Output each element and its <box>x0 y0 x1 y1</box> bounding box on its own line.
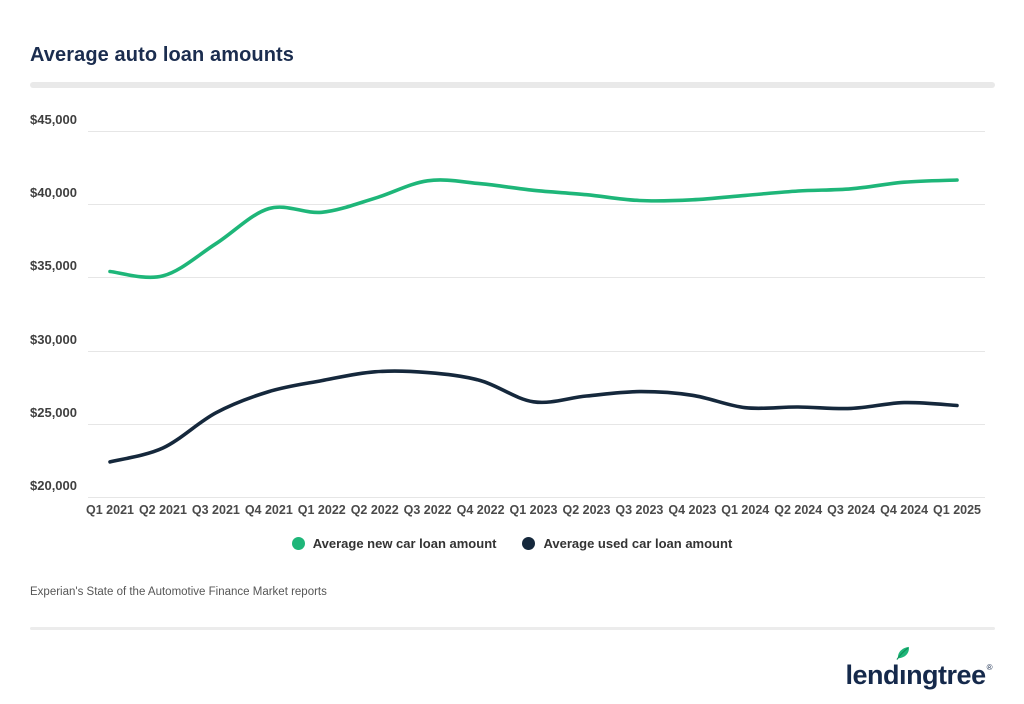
series-lines <box>108 178 959 464</box>
registered-mark: ® <box>986 663 993 672</box>
footer-divider <box>30 627 995 630</box>
logo-i: ı <box>896 646 909 695</box>
x-axis-label: Q3 2021 <box>191 503 240 517</box>
legend-label: Average new car loan amount <box>312 536 497 551</box>
logo-text-pre: lend <box>845 660 900 690</box>
new-car-line <box>108 178 959 280</box>
y-axis-label: $25,000 <box>30 404 77 420</box>
x-axis-label: Q1 2024 <box>721 503 770 517</box>
gridline <box>88 277 985 279</box>
leaf-icon <box>896 646 909 660</box>
legend-dot-icon <box>522 537 536 550</box>
x-axis-label: Q4 2022 <box>456 503 505 517</box>
line-chart: $45,000 $40,000 $35,000 $30,000 $25,000 $20,0… <box>0 100 1024 520</box>
y-axis-label: $40,000 <box>30 185 77 201</box>
lendingtree-logo: lend ıngtree® <box>845 646 993 695</box>
x-axis-label: Q2 2023 <box>562 503 611 517</box>
x-axis-label: Q4 2024 <box>880 503 929 517</box>
x-axis-label: Q1 2023 <box>509 503 558 517</box>
x-axis-label: Q1 2022 <box>297 503 346 517</box>
y-axis-label: $45,000 <box>30 112 77 127</box>
x-axis-label: Q2 2022 <box>350 503 399 517</box>
x-axis-label: Q2 2021 <box>138 503 187 517</box>
used-car-line <box>108 369 959 464</box>
x-axis-label: Q2 2024 <box>774 503 823 517</box>
legend-dot-icon <box>291 537 305 550</box>
source-note: Experian's State of the Automotive Finan… <box>30 586 327 598</box>
legend-item-new-car: Average new car loan amount <box>291 536 497 551</box>
gridline <box>88 131 985 132</box>
gridline <box>88 350 985 352</box>
x-axis-label: Q3 2023 <box>615 503 664 517</box>
gridline <box>88 497 985 498</box>
title-divider <box>30 82 995 88</box>
x-axis-label: Q4 2021 <box>244 503 293 517</box>
y-axis-label: $35,000 <box>30 258 77 274</box>
y-axis-label: $20,000 <box>30 478 77 493</box>
chart-legend: Average new car loan amount Average used… <box>0 536 1024 551</box>
logo-text-i: ı <box>899 660 907 690</box>
x-axis-label: Q1 2021 <box>86 503 134 517</box>
x-axis-label: Q4 2023 <box>668 503 717 517</box>
x-axis-label: Q1 2025 <box>933 503 982 517</box>
chart-title: Average auto loan amounts <box>30 44 295 66</box>
logo-text-post: ngtree <box>906 660 986 690</box>
x-axis-label: Q3 2022 <box>403 503 452 517</box>
x-axis-label: Q3 2024 <box>827 503 876 517</box>
legend-label: Average used car loan amount <box>543 536 733 551</box>
legend-item-used-car: Average used car loan amount <box>522 536 732 551</box>
gridline <box>88 423 985 425</box>
gridline <box>88 204 985 206</box>
y-axis-label: $30,000 <box>30 331 77 347</box>
